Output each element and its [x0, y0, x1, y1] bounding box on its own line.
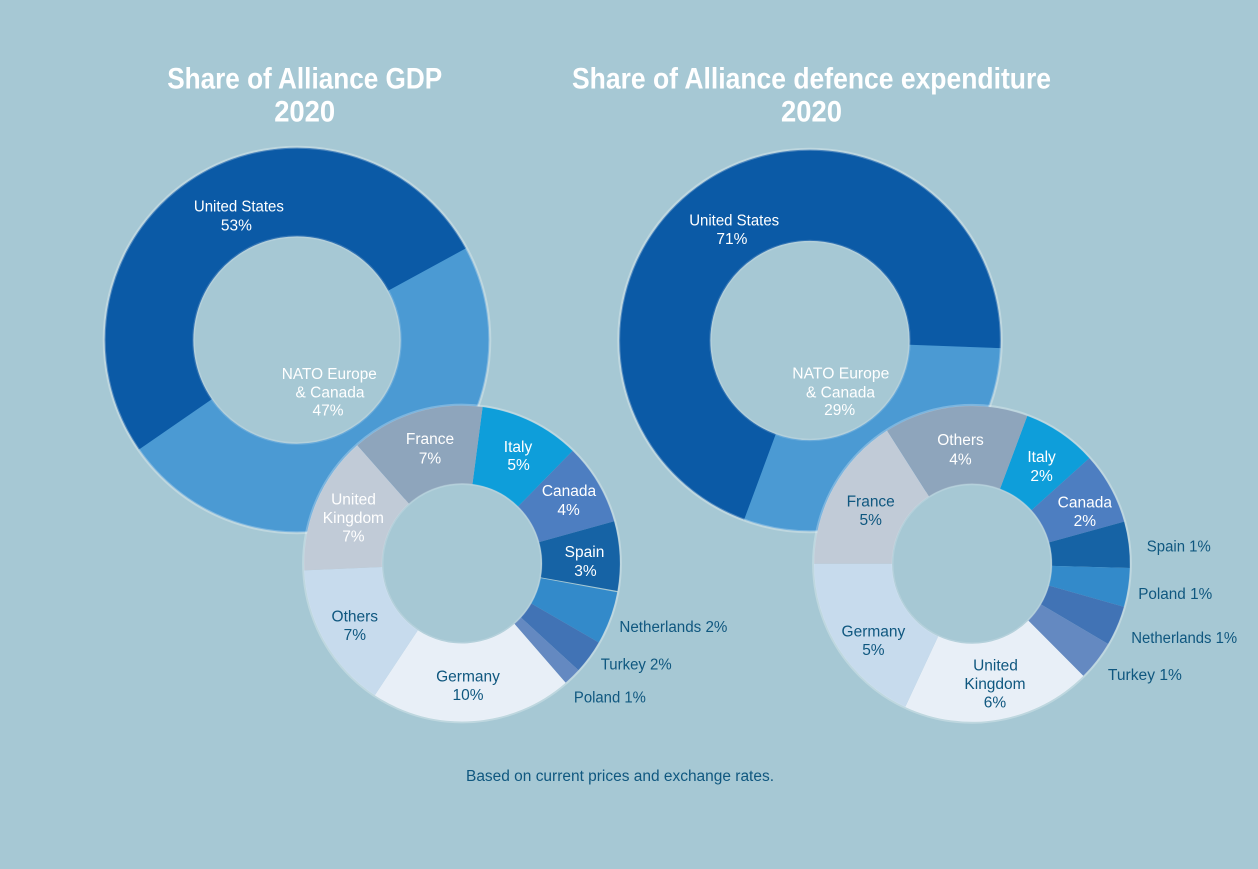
svg-text:United: United — [973, 658, 1018, 675]
svg-text:Netherlands 1%: Netherlands 1% — [1131, 630, 1237, 647]
svg-text:United: United — [331, 492, 376, 509]
svg-text:Netherlands 2%: Netherlands 2% — [619, 619, 727, 636]
svg-text:Italy: Italy — [1027, 449, 1056, 466]
svg-text:& Canada: & Canada — [296, 385, 365, 402]
svg-text:5%: 5% — [862, 642, 885, 659]
svg-text:Spain: Spain — [565, 544, 605, 561]
svg-text:Share of Alliance defence expe: Share of Alliance defence expenditure — [572, 63, 1051, 96]
svg-text:Poland 1%: Poland 1% — [574, 690, 646, 707]
svg-text:29%: 29% — [824, 402, 855, 419]
svg-text:7%: 7% — [344, 627, 367, 644]
svg-text:France: France — [406, 431, 454, 448]
svg-text:2%: 2% — [1074, 513, 1097, 530]
svg-text:United States: United States — [689, 212, 779, 229]
svg-text:53%: 53% — [221, 217, 252, 234]
svg-text:Canada: Canada — [1058, 495, 1113, 512]
svg-text:Turkey 1%: Turkey 1% — [1108, 667, 1182, 684]
svg-text:2020: 2020 — [781, 96, 842, 129]
svg-text:7%: 7% — [342, 529, 365, 546]
svg-text:Italy: Italy — [504, 439, 533, 456]
svg-text:10%: 10% — [452, 687, 483, 704]
svg-text:France: France — [847, 494, 895, 511]
svg-text:7%: 7% — [419, 451, 442, 468]
svg-text:2%: 2% — [1030, 468, 1053, 485]
svg-text:United States: United States — [194, 199, 284, 216]
svg-text:NATO Europe: NATO Europe — [792, 366, 889, 383]
svg-text:4%: 4% — [557, 502, 580, 519]
svg-text:Kingdom: Kingdom — [323, 510, 384, 527]
svg-text:3%: 3% — [574, 563, 597, 580]
svg-text:71%: 71% — [716, 231, 747, 248]
svg-text:2020: 2020 — [274, 96, 335, 129]
svg-text:Others: Others — [332, 609, 379, 626]
svg-text:NATO Europe: NATO Europe — [282, 366, 377, 383]
svg-text:5%: 5% — [859, 512, 882, 529]
svg-text:5%: 5% — [507, 457, 530, 474]
svg-text:Share of Alliance GDP: Share of Alliance GDP — [167, 63, 442, 96]
svg-text:Germany: Germany — [436, 669, 500, 686]
svg-text:Turkey 2%: Turkey 2% — [601, 657, 672, 674]
svg-text:4%: 4% — [949, 452, 972, 469]
svg-text:6%: 6% — [984, 695, 1007, 712]
svg-text:Canada: Canada — [542, 483, 597, 500]
svg-text:Poland 1%: Poland 1% — [1138, 586, 1212, 603]
svg-text:& Canada: & Canada — [806, 384, 875, 401]
svg-text:Based on current prices and ex: Based on current prices and exchange rat… — [466, 768, 774, 785]
svg-text:Kingdom: Kingdom — [964, 676, 1025, 693]
svg-text:Others: Others — [937, 432, 984, 449]
svg-text:47%: 47% — [312, 402, 343, 419]
svg-text:Germany: Germany — [842, 624, 906, 641]
svg-text:Spain 1%: Spain 1% — [1147, 539, 1211, 556]
